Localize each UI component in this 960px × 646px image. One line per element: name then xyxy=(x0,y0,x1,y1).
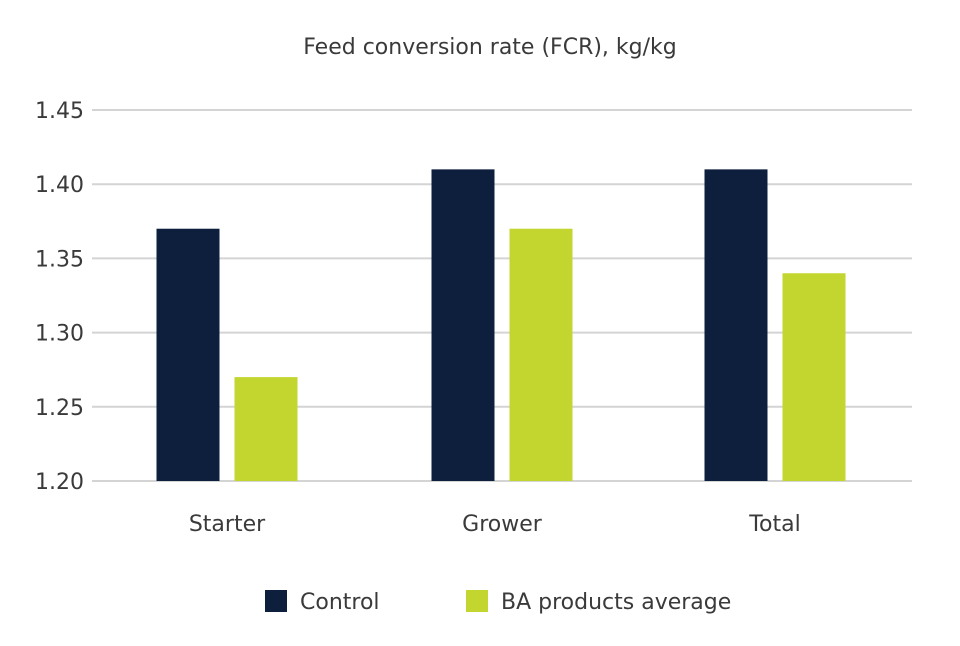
bar-total-control xyxy=(704,169,768,482)
x-tick-label: Grower xyxy=(462,512,543,537)
y-tick-label: 1.40 xyxy=(35,173,84,198)
bar-starter-ba xyxy=(234,377,298,481)
bar-starter-control xyxy=(156,228,220,481)
bar-grower-ba xyxy=(509,228,573,481)
legend-label: Control xyxy=(300,590,380,615)
bar-total-ba xyxy=(782,273,846,481)
y-tick-label: 1.20 xyxy=(35,470,84,495)
legend-swatch xyxy=(265,590,287,612)
legend-swatch xyxy=(466,590,488,612)
chart-title: Feed conversion rate (FCR), kg/kg xyxy=(303,35,677,60)
legend-label: BA products average xyxy=(501,590,731,615)
y-tick-label: 1.35 xyxy=(35,247,84,272)
y-tick-label: 1.45 xyxy=(35,99,84,124)
y-tick-label: 1.30 xyxy=(35,322,84,347)
x-tick-label: Total xyxy=(748,512,800,537)
bar-grower-control xyxy=(431,169,495,482)
y-tick-label: 1.25 xyxy=(35,396,84,421)
x-tick-label: Starter xyxy=(189,512,266,537)
